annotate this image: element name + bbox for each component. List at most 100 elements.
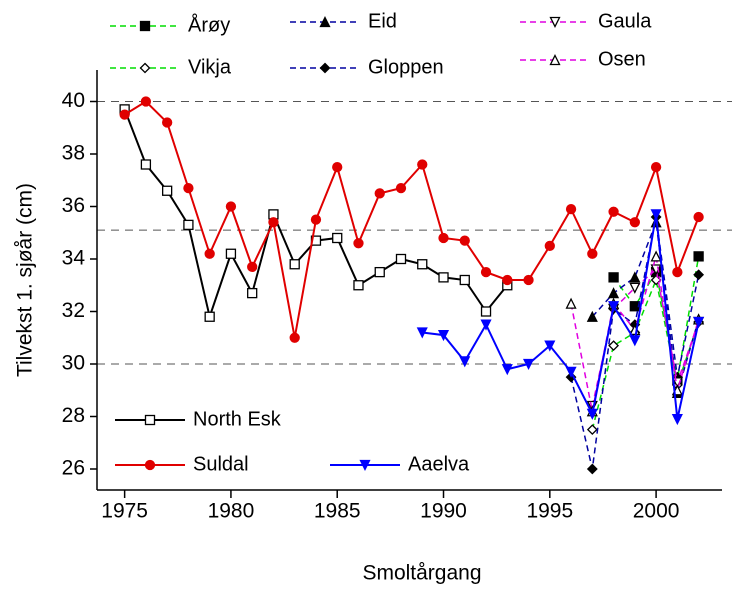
x-tick-label: 1995 <box>526 500 573 523</box>
marker <box>162 185 173 196</box>
x-tick-label: 1990 <box>420 500 467 523</box>
legend-label: Gaula <box>598 10 652 32</box>
marker <box>140 159 152 170</box>
legend-marker <box>319 16 331 28</box>
legend-label: Aaelva <box>408 453 470 475</box>
marker <box>608 272 619 283</box>
x-tick-label: 1975 <box>101 500 148 523</box>
marker <box>587 248 598 259</box>
marker <box>565 366 577 378</box>
x-axis-title: Smoltårgang <box>362 562 481 585</box>
y-tick-label: 36 <box>62 194 85 217</box>
x-tick-label: 2000 <box>633 500 680 523</box>
marker <box>650 161 662 173</box>
series-line <box>612 256 700 380</box>
series-line <box>591 277 700 430</box>
legend-label: North Esk <box>193 408 282 430</box>
marker <box>629 271 641 283</box>
y-tick-label: 26 <box>62 457 85 480</box>
y-axis-title: Tilvekst 1. sjøår (cm) <box>14 183 37 377</box>
marker <box>225 248 237 259</box>
marker <box>565 297 577 309</box>
marker <box>353 238 364 249</box>
marker <box>522 358 535 370</box>
legend-marker <box>319 62 331 74</box>
marker <box>247 287 258 299</box>
marker <box>629 335 641 347</box>
marker <box>140 96 152 107</box>
marker <box>247 261 258 273</box>
y-tick-label: 34 <box>62 247 86 270</box>
legend-label: Eid <box>368 10 397 32</box>
legend-marker <box>144 414 156 426</box>
marker <box>693 316 705 328</box>
marker <box>289 259 300 270</box>
marker <box>395 182 407 194</box>
marker <box>416 327 428 339</box>
legend-label: Suldal <box>193 453 249 475</box>
marker <box>289 332 300 343</box>
marker <box>650 209 662 221</box>
marker <box>629 282 641 294</box>
marker <box>183 219 194 231</box>
series-line <box>124 100 700 338</box>
y-tick-label: 30 <box>62 352 85 375</box>
marker <box>693 269 705 281</box>
legend-marker <box>144 459 156 471</box>
marker <box>586 424 598 436</box>
marker <box>332 161 343 173</box>
marker <box>608 301 620 313</box>
marker <box>417 159 428 170</box>
legend-label: Vikja <box>188 56 232 78</box>
marker <box>693 211 704 223</box>
marker <box>204 311 215 322</box>
marker <box>586 310 598 322</box>
marker <box>480 319 492 331</box>
marker <box>332 232 343 244</box>
series-line <box>123 109 509 321</box>
marker <box>268 217 279 228</box>
y-tick-label: 32 <box>62 299 85 322</box>
marker <box>608 287 620 299</box>
marker <box>310 214 322 225</box>
marker <box>374 266 385 278</box>
marker <box>586 463 598 475</box>
marker <box>438 232 449 244</box>
y-tick-label: 28 <box>62 404 85 427</box>
legend: Årøy Vikja Eid Gloppen Gaula Osen North Esk Sul… <box>110 10 652 475</box>
marker <box>374 188 385 199</box>
y-tick-label: 40 <box>62 89 85 112</box>
marker <box>353 280 364 291</box>
marker <box>437 329 450 342</box>
marker <box>459 274 470 286</box>
marker <box>225 201 237 212</box>
marker <box>204 248 215 259</box>
marker <box>523 274 534 286</box>
marker <box>544 240 555 252</box>
marker <box>459 356 471 368</box>
marker <box>565 203 577 215</box>
marker <box>693 251 704 262</box>
marker <box>608 206 619 217</box>
legend-label: Årøy <box>188 13 230 36</box>
marker <box>671 413 683 426</box>
x-tick-label: 1980 <box>208 500 255 523</box>
marker <box>629 217 640 228</box>
y-tick-label: 38 <box>62 142 85 165</box>
marker <box>183 182 194 194</box>
legend-label: Osen <box>598 48 646 70</box>
marker <box>417 259 428 270</box>
marker <box>480 306 492 317</box>
marker <box>459 235 470 246</box>
marker <box>650 250 662 262</box>
marker <box>502 274 513 286</box>
legend-marker <box>139 20 151 32</box>
legend-label: Gloppen <box>368 56 444 78</box>
marker <box>608 340 620 352</box>
marker <box>162 117 173 128</box>
marker <box>438 272 449 283</box>
marker <box>586 408 598 420</box>
legend-marker <box>139 62 151 74</box>
marker <box>672 266 683 278</box>
